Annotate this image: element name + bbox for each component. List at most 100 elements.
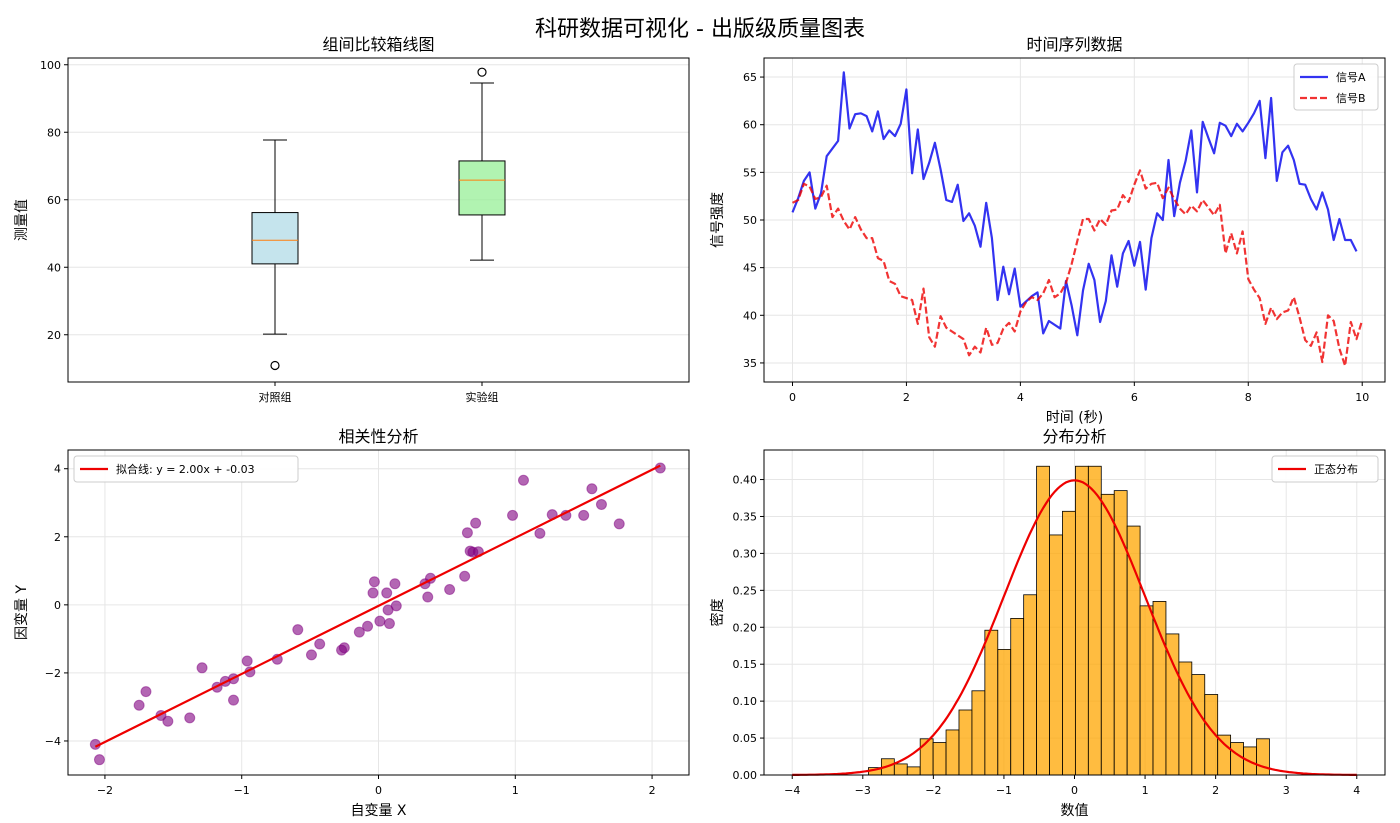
y-axis-label: 测量值	[14, 199, 30, 241]
histogram-bar	[932, 742, 947, 776]
box-body	[458, 160, 506, 216]
scatter-point	[613, 518, 625, 530]
distribution-panel: −4 −3 −2 −1 0 1 2 3 4 0.00 0.05 0.10 0.15 0.20 0.25 0.3…	[709, 427, 1386, 819]
y-tick-label: 65	[743, 71, 757, 84]
histogram-bar	[1062, 510, 1076, 776]
histogram-bar	[1191, 674, 1206, 776]
x-tick-label: 2	[1212, 784, 1219, 797]
scatter-point	[517, 474, 529, 486]
scatter-point	[383, 618, 395, 630]
scatter-point	[381, 587, 393, 599]
y-tick-label: 0.00	[733, 769, 758, 782]
axes-frame	[763, 449, 1386, 776]
x-tick-label: 4	[1353, 784, 1360, 797]
x-tick-label: 3	[1283, 784, 1290, 797]
histogram-bar	[1049, 534, 1063, 776]
x-axis-label: 时间 (秒)	[1046, 410, 1103, 426]
x-tick-label: 2	[649, 784, 656, 797]
scatter-point	[422, 591, 434, 603]
scatter-point	[534, 527, 546, 539]
x-tick-label: −2	[97, 784, 113, 797]
axes-frame	[67, 449, 690, 776]
y-axis-label: 信号强度	[710, 192, 726, 248]
x-tick-label: −4	[784, 784, 800, 797]
x-tick-label: −1	[996, 784, 1012, 797]
y-axis-label: 因变量 Y	[14, 585, 30, 640]
y-tick-label: 40	[47, 261, 61, 274]
histogram-bar	[1100, 493, 1115, 776]
series-line-a	[791, 71, 1358, 337]
scatter-point	[595, 498, 607, 510]
histogram-bar	[971, 690, 986, 776]
y-tick-label: 0.15	[733, 658, 758, 671]
y-tick-label: 100	[40, 59, 61, 72]
box-outlier	[477, 67, 487, 77]
scatter-point	[586, 483, 598, 495]
x-axis-label: 自变量 X	[350, 803, 406, 819]
figure-title: 科研数据可视化 - 出版级质量图表	[535, 17, 865, 42]
y-tick-label: 4	[54, 463, 61, 476]
x-tick-label: −1	[234, 784, 250, 797]
axes-frame	[67, 57, 690, 383]
scatter-point	[196, 662, 208, 674]
y-tick-label: 40	[743, 309, 757, 322]
histogram-bar	[1256, 738, 1270, 776]
scatter-point	[367, 587, 379, 599]
histogram-bar	[1075, 465, 1089, 776]
scatter-point	[305, 649, 317, 661]
scatter-point	[368, 576, 380, 588]
x-tick-label: 2	[903, 391, 910, 404]
scatter-point	[292, 624, 304, 636]
legend-label: 正态分布	[1314, 463, 1358, 476]
axes-frame	[763, 57, 1386, 383]
scatter-point	[241, 655, 253, 667]
scatter-point	[353, 626, 365, 638]
panel-title: 分布分析	[1042, 427, 1106, 446]
x-axis-label: 数值	[1061, 803, 1089, 819]
scatter-point	[162, 715, 174, 727]
y-tick-label: 0.35	[733, 510, 758, 523]
legend-box	[73, 455, 299, 483]
histogram-bar	[1165, 633, 1180, 776]
scatter-point	[228, 694, 240, 706]
panel-title: 组间比较箱线图	[322, 35, 434, 54]
scatter-point	[507, 509, 519, 521]
y-tick-label: 35	[743, 357, 757, 370]
x-tick-label: 6	[1131, 391, 1138, 404]
histogram-bar	[1139, 605, 1154, 776]
legend-label: 信号B	[1336, 92, 1366, 105]
y-tick-label: 0.25	[733, 584, 758, 597]
scatter-point	[459, 570, 471, 582]
scatter-point	[133, 699, 145, 711]
x-tick-label: −3	[855, 784, 871, 797]
y-tick-label: −4	[45, 735, 61, 748]
x-tick-label: 8	[1245, 391, 1252, 404]
y-tick-label: −2	[45, 667, 61, 680]
x-tick-label: 0	[1071, 784, 1078, 797]
y-tick-label: 80	[47, 126, 61, 139]
y-tick-label: 0.10	[733, 695, 758, 708]
y-tick-label: 0.40	[733, 474, 758, 487]
y-tick-label: 45	[743, 262, 757, 275]
histogram-bar	[997, 649, 1012, 776]
x-tick-label: 4	[1017, 391, 1024, 404]
histogram-bar	[919, 738, 934, 776]
histogram-bar	[906, 766, 921, 776]
x-tick-label: 10	[1355, 391, 1369, 404]
y-tick-label: 50	[743, 214, 757, 227]
histogram-bar	[1152, 601, 1167, 776]
histogram-bar	[945, 729, 960, 776]
y-tick-label: 0.30	[733, 547, 758, 560]
legend-label: 拟合线: y = 2.00x + -0.03	[116, 462, 255, 476]
scatter-point	[470, 517, 482, 529]
panel-title: 时间序列数据	[1026, 35, 1122, 54]
series-line-b	[792, 169, 1364, 367]
y-tick-label: 0.20	[733, 621, 758, 634]
histogram-bar	[984, 629, 999, 776]
legend-label: 信号A	[1336, 71, 1366, 84]
scatter-point	[461, 527, 473, 539]
scatter-point	[93, 754, 105, 766]
x-tick-label: 0	[789, 391, 796, 404]
